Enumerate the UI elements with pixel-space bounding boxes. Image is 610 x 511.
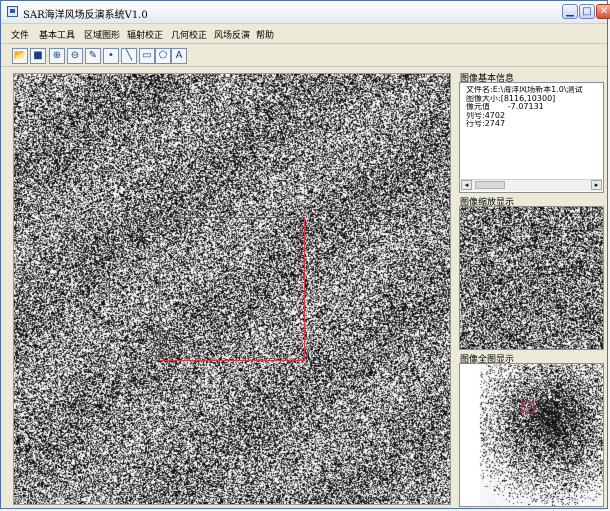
arrow-left-icon: ◂ [464, 181, 469, 189]
overview-panel-title: 图像全图显示 [460, 355, 515, 365]
menu-geometric-correction[interactable]: 几何校正 [171, 31, 208, 41]
scroll-thumb[interactable] [475, 181, 505, 189]
point-button[interactable]: • [103, 48, 119, 64]
app-icon [7, 6, 18, 17]
overview-image [460, 364, 603, 506]
line-button[interactable]: ╲ [121, 48, 137, 64]
close-icon: ✕ [599, 6, 609, 17]
save-icon: ■ [33, 50, 43, 61]
maximize-icon: □ [582, 6, 592, 17]
scroll-right-button[interactable]: ▸ [591, 180, 602, 190]
text-button[interactable]: A [171, 48, 187, 64]
menu-wind-retrieval[interactable]: 风场反演 [214, 31, 251, 41]
open-file-button[interactable]: 📂 [12, 48, 28, 64]
menu-basic-tools[interactable]: 基本工具 [39, 31, 76, 41]
horizontal-scrollbar[interactable]: ◂ ▸ [461, 179, 602, 191]
zoom-in-button[interactable]: ⊕ [49, 48, 65, 64]
sar-image-view[interactable] [13, 73, 451, 505]
overview-view[interactable] [459, 363, 604, 507]
info-filename: 文件名:E:\海洋风场新本1.0\测试 [466, 86, 583, 94]
menu-help[interactable]: 帮助 [256, 31, 275, 41]
toolbar: 📂 ■ ⊕ ⊖ ✎ • ╲ ▭ ⬠ A [1, 43, 607, 67]
title-bar: SAR海洋风场反演系统V1.0 ▁ □ ✕ [1, 1, 610, 24]
maximize-button[interactable]: □ [579, 4, 595, 19]
info-panel-title: 图像基本信息 [460, 74, 515, 84]
zoom-out-icon: ⊖ [70, 50, 80, 61]
info-pixel-value: 像元值 -7.07131 [466, 103, 544, 111]
info-text: 文件名:E:\海洋风场新本1.0\测试 图像大小:[8116,10300] 像元… [466, 86, 602, 129]
window-title: SAR海洋风场反演系统V1.0 [23, 10, 148, 21]
info-row: 行号:2747 [466, 120, 506, 128]
zoom-in-icon: ⊕ [52, 50, 62, 61]
arrow-right-icon: ▸ [594, 181, 599, 189]
close-button[interactable]: ✕ [596, 4, 610, 19]
sar-image[interactable] [14, 74, 450, 504]
polygon-icon: ⬠ [158, 50, 168, 61]
image-info-box: 文件名:E:\海洋风场新本1.0\测试 图像大小:[8116,10300] 像元… [459, 82, 604, 193]
point-icon: • [108, 50, 114, 61]
minimize-button[interactable]: ▁ [562, 4, 578, 19]
menu-file[interactable]: 文件 [11, 31, 30, 41]
polygon-button[interactable]: ⬠ [155, 48, 171, 64]
info-column: 列号:4702 [466, 111, 506, 120]
open-file-icon: 📂 [13, 50, 27, 61]
zoom-image [460, 207, 603, 349]
rectangle-button[interactable]: ▭ [139, 48, 155, 64]
pencil-icon: ✎ [88, 50, 98, 61]
menu-bar: 文件 基本工具 区域图形 辐射校正 几何校正 风场反演 帮助 [1, 24, 607, 42]
menu-radiometric-correction[interactable]: 辐射校正 [127, 31, 164, 41]
selection-rectangle[interactable] [159, 217, 305, 361]
text-icon: A [175, 50, 183, 61]
minimize-icon: ▁ [566, 6, 574, 17]
zoom-view[interactable] [459, 206, 604, 350]
zoom-panel-title: 图像缩放显示 [460, 198, 515, 208]
info-image-size: 图像大小:[8116,10300] [466, 94, 556, 103]
rectangle-icon: ▭ [142, 50, 152, 61]
menu-region-graphics[interactable]: 区域图形 [84, 31, 121, 41]
zoom-out-button[interactable]: ⊖ [67, 48, 83, 64]
pencil-button[interactable]: ✎ [85, 48, 101, 64]
line-icon: ╲ [125, 50, 133, 61]
scroll-left-button[interactable]: ◂ [461, 180, 472, 190]
save-button[interactable]: ■ [30, 48, 46, 64]
